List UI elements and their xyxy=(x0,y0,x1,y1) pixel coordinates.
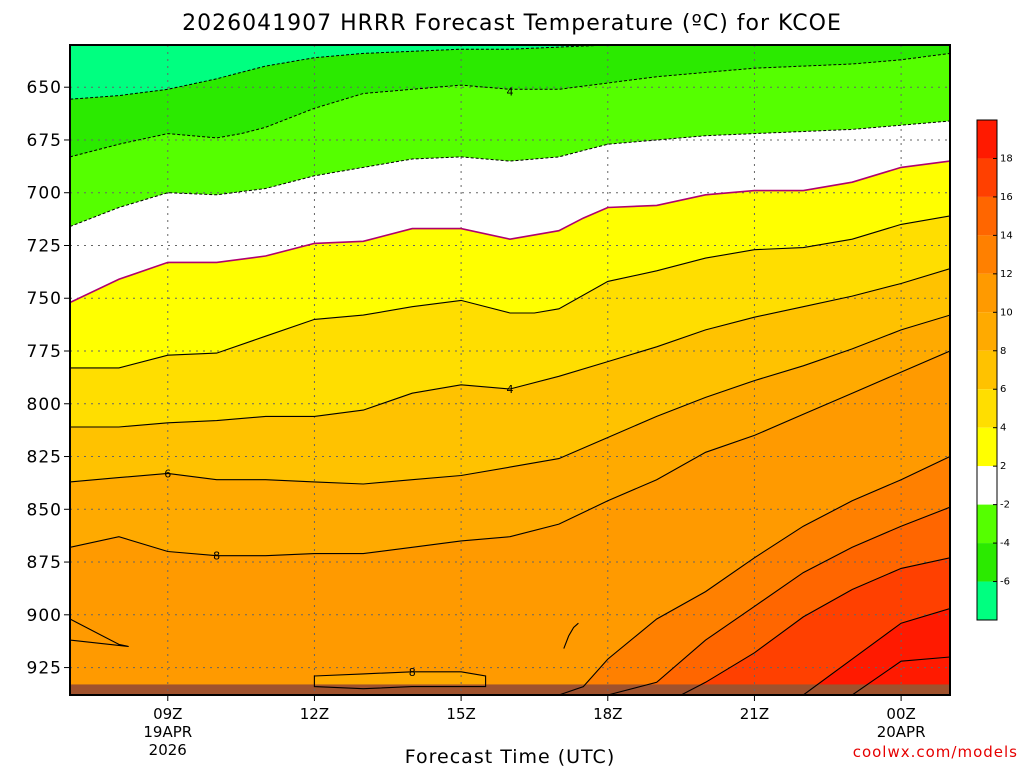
colorbar-swatch xyxy=(977,543,997,582)
colorbar-label: 10 xyxy=(1000,307,1013,318)
x-tick-year: 2026 xyxy=(149,741,187,759)
ground-band xyxy=(70,684,950,695)
isotherm-6 xyxy=(70,314,950,485)
colorbar-label: -2 xyxy=(1000,500,1010,511)
x-tick-date: 19APR xyxy=(143,723,192,741)
colorbar-label: 6 xyxy=(1000,384,1006,395)
y-tick-label: 650 xyxy=(27,78,62,98)
x-tick-date: 20APR xyxy=(877,723,926,741)
colorbar-swatch xyxy=(977,389,997,428)
y-tick-label: 800 xyxy=(27,395,62,415)
y-tick-label: 925 xyxy=(27,659,62,679)
isotherm-16 xyxy=(802,607,950,695)
colorbar: 18 16 14 12 10 8 6 4 2 -2 -4 -6 xyxy=(976,119,1013,621)
isotherm-label: 4 xyxy=(507,383,514,396)
y-tick-label: 875 xyxy=(27,553,62,573)
colorbar-swatch xyxy=(977,427,997,467)
y-tick-label: 825 xyxy=(27,448,62,468)
x-axis-label: Forecast Time (UTC) xyxy=(405,746,615,768)
colorbar-swatch xyxy=(977,273,997,313)
colorbar-label: 12 xyxy=(1000,269,1013,280)
isotherm--4 xyxy=(70,45,950,100)
colorbar-swatch xyxy=(977,196,997,236)
isotherm-label: 8 xyxy=(213,550,220,563)
temp-band-16 xyxy=(803,608,950,695)
isotherm-0 xyxy=(70,160,950,304)
colorbar-label: 8 xyxy=(1000,346,1006,357)
x-tick-label: 12Z xyxy=(300,705,329,723)
chart-title: 2026041907 HRRR Forecast Temperature (ºC… xyxy=(182,11,842,36)
isotherm-label: 6 xyxy=(164,467,171,480)
x-tick-label: 18Z xyxy=(593,705,622,723)
isotherm-label: 8 xyxy=(409,666,416,679)
colorbar-label: -6 xyxy=(1000,577,1010,588)
colorbar-label: 18 xyxy=(1000,153,1013,164)
isotherm-10 xyxy=(70,456,950,695)
colorbar-swatch xyxy=(977,120,997,159)
isotherm-4 xyxy=(70,268,950,428)
colorbar-label: 14 xyxy=(1000,230,1013,241)
isotherm-10 xyxy=(563,622,579,649)
isotherm-8 xyxy=(70,350,950,557)
isotherm-14 xyxy=(680,557,950,695)
y-tick-label: 900 xyxy=(27,606,62,626)
y-axis: 650 675 700 725 750 775 800 825 850 875 900 925 xyxy=(27,78,70,679)
y-tick-label: 675 xyxy=(27,131,62,151)
y-tick-label: 775 xyxy=(27,342,62,362)
isotherm--2 xyxy=(70,120,950,227)
colorbar-swatch xyxy=(977,350,997,390)
y-tick-label: 850 xyxy=(27,500,62,520)
colorbar-swatch xyxy=(977,312,997,351)
x-tick-label: 00Z xyxy=(886,705,915,723)
y-tick-label: 750 xyxy=(27,289,62,309)
colorbar-swatch xyxy=(977,466,997,505)
plot-area xyxy=(70,45,950,695)
colorbar-swatch xyxy=(977,235,997,274)
colorbar-swatch xyxy=(977,504,997,544)
isotherm-lines: 4 4 6 8 8 xyxy=(70,45,950,695)
y-tick-label: 700 xyxy=(27,184,62,204)
isotherm-2 xyxy=(70,215,950,369)
colorbar-label: 16 xyxy=(1000,192,1013,203)
plot-frame xyxy=(69,44,951,696)
isotherm-18 xyxy=(851,656,950,695)
isotherm-label: 4 xyxy=(507,85,514,98)
colorbar-label: 2 xyxy=(1000,461,1006,472)
colorbar-swatch xyxy=(977,158,997,197)
isotherm-12 xyxy=(158,506,950,695)
x-tick-label: 21Z xyxy=(740,705,769,723)
temp-pocket-10 xyxy=(70,619,129,647)
isotherm-10 xyxy=(70,618,129,648)
colorbar-frame xyxy=(976,119,998,621)
credit-link[interactable]: coolwx.com/models xyxy=(853,743,1018,761)
colorbar-swatch xyxy=(977,581,997,620)
isotherm--4 xyxy=(70,52,950,158)
x-tick-label: 09Z xyxy=(153,705,182,723)
colorbar-label: 4 xyxy=(1000,423,1006,434)
temp-band-12 xyxy=(158,507,950,695)
colorbar-label: -4 xyxy=(1000,538,1010,549)
y-tick-label: 725 xyxy=(27,236,62,256)
x-tick-label: 15Z xyxy=(446,705,475,723)
isotherm-8 xyxy=(313,671,487,690)
ground xyxy=(70,684,950,695)
